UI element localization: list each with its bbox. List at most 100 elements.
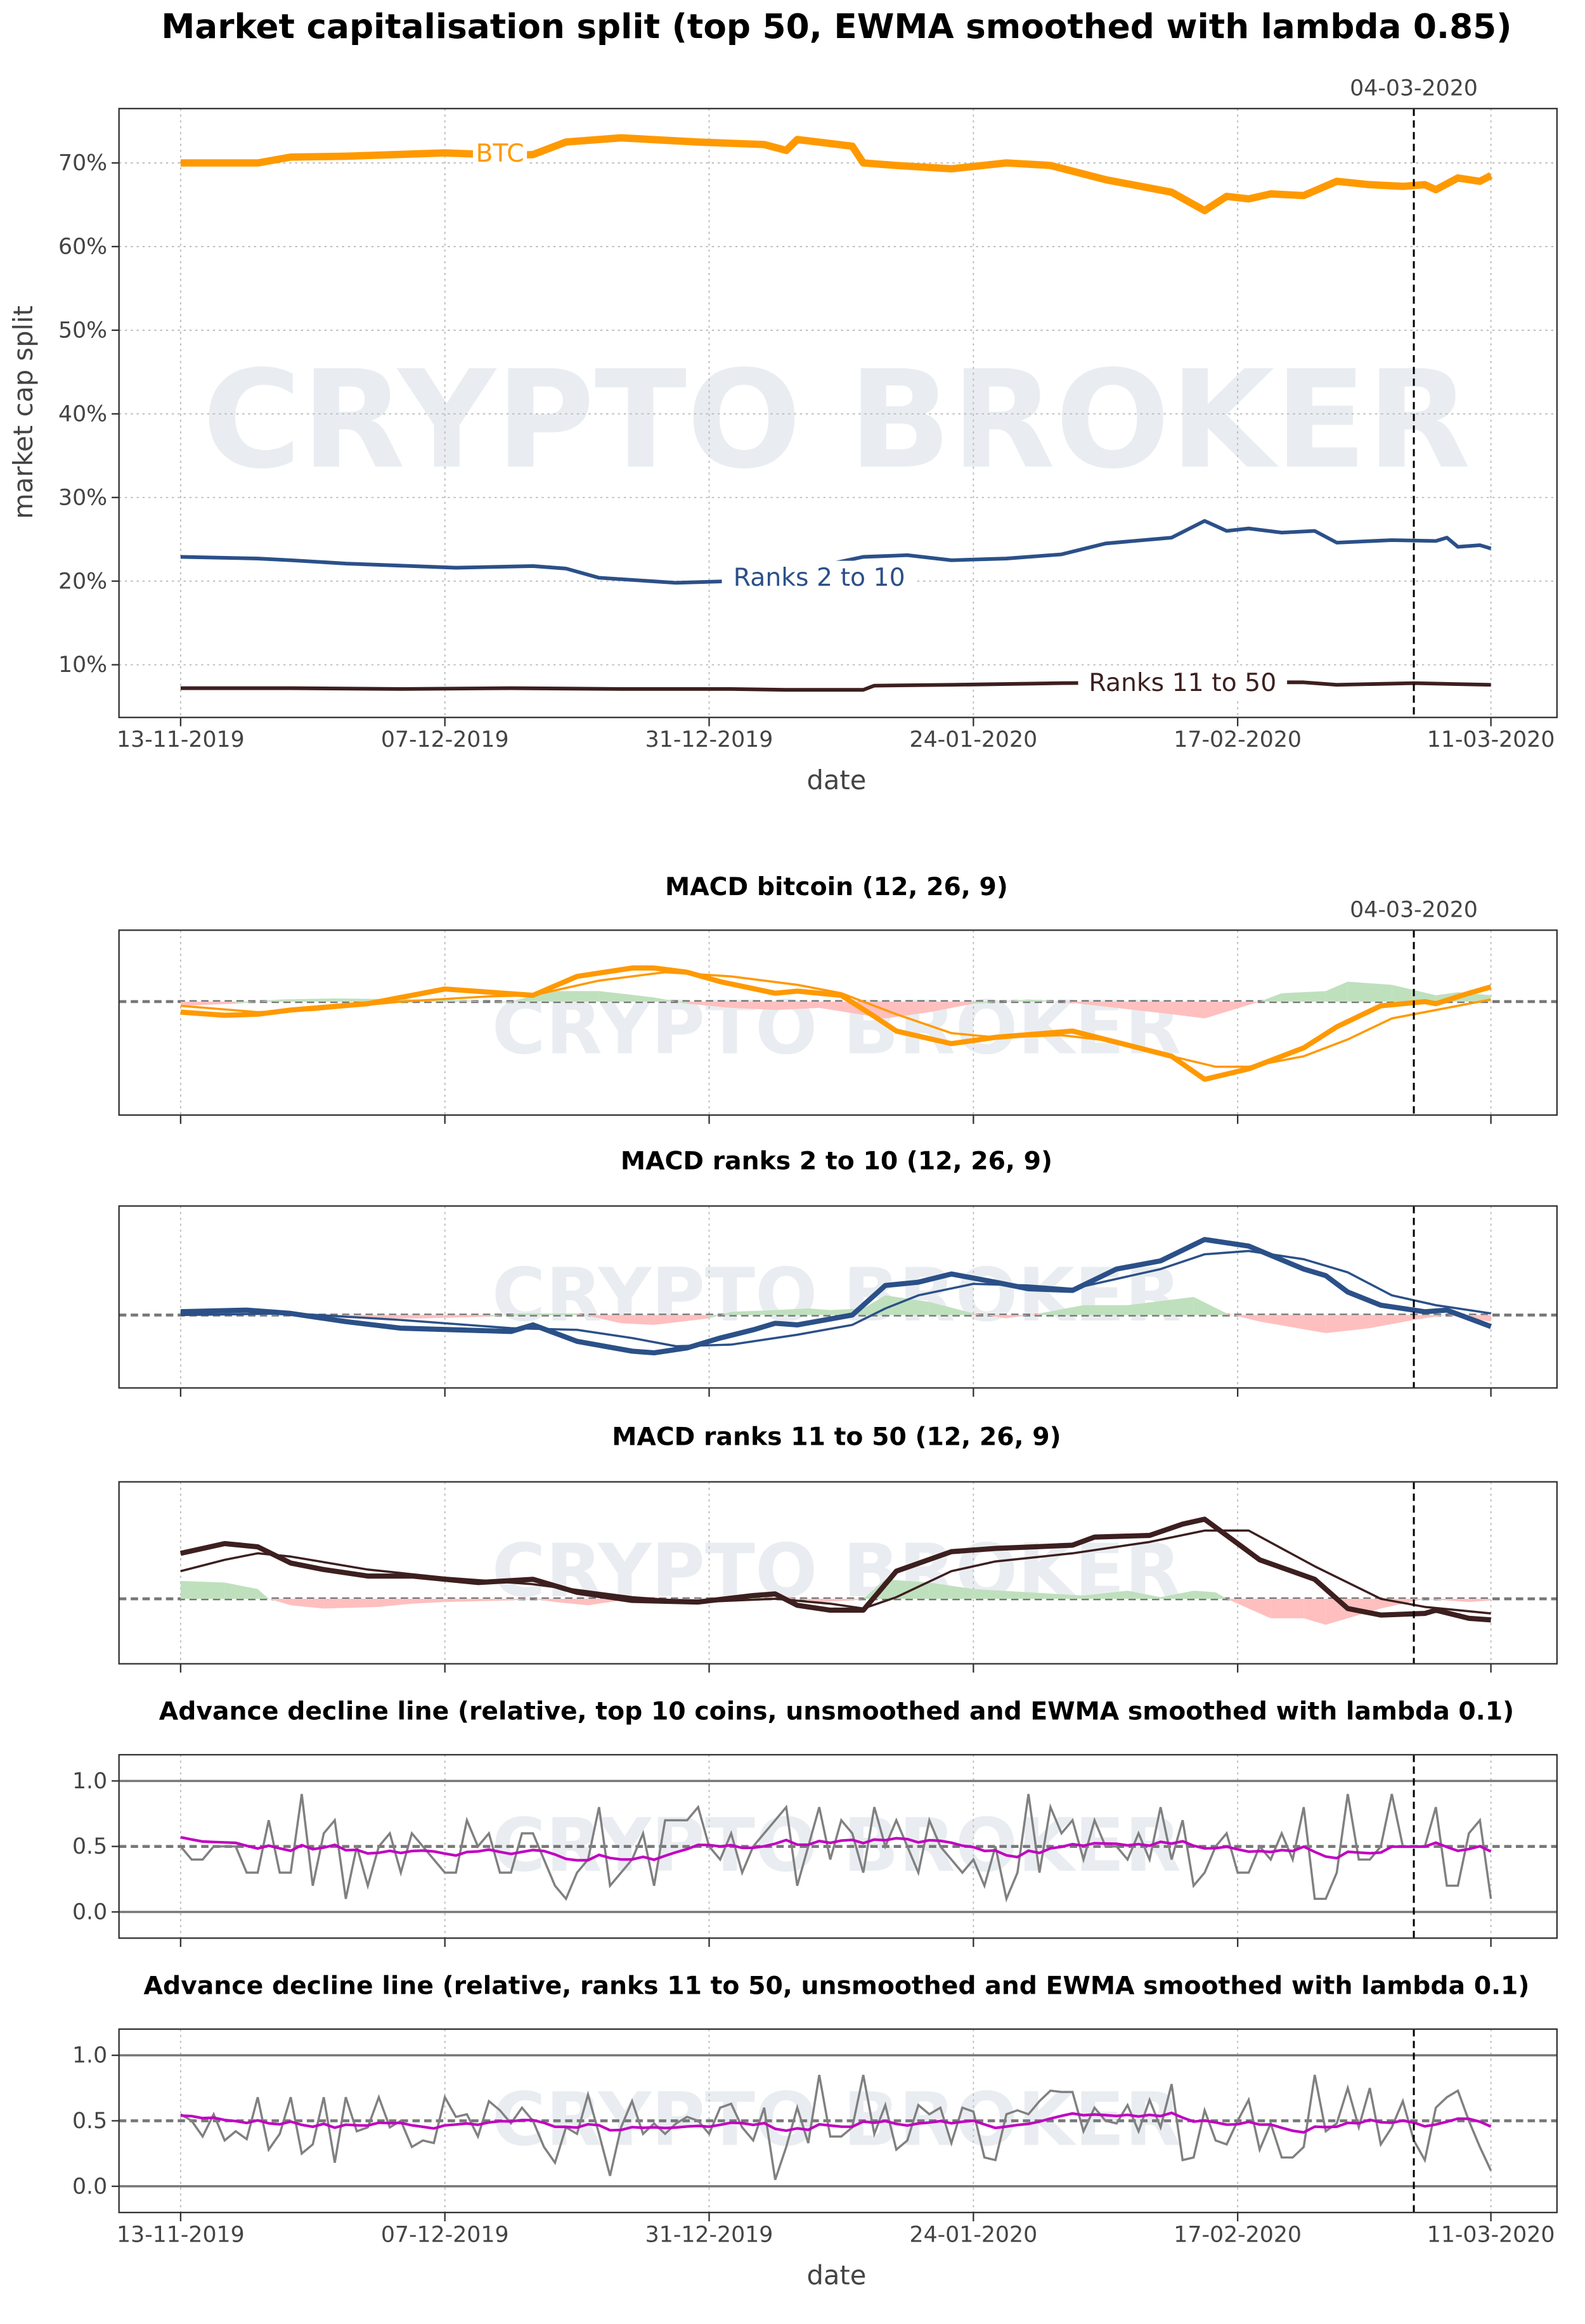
histogram-segment [280, 998, 335, 1002]
histogram-segment [885, 1579, 929, 1599]
histogram-segment [929, 1301, 974, 1315]
y-tick-label: 30% [58, 485, 107, 510]
histogram-segment [1084, 1591, 1128, 1599]
panel-title: MACD ranks 2 to 10 (12, 26, 9) [621, 1147, 1052, 1176]
date-marker-label: 04-03-2020 [1350, 897, 1478, 922]
histogram-segment [1171, 1001, 1205, 1019]
histogram-segment [588, 1599, 621, 1606]
x-tick-label: 07-12-2019 [381, 2222, 509, 2247]
series-line-ranks-11-to-50 [180, 680, 1491, 692]
histogram-segment [378, 1599, 412, 1607]
plot-frame [118, 2028, 1558, 2214]
y-axis-label: market cap split [8, 306, 39, 519]
y-tick-label: 20% [58, 569, 107, 594]
y-tick-label: 50% [58, 318, 107, 343]
histogram-segment [323, 1599, 379, 1609]
histogram-segment [1160, 1591, 1194, 1599]
series-label: Ranks 2 to 10 [734, 563, 905, 592]
histogram-segment [929, 1001, 974, 1012]
ewma-advance-decline-line [180, 1836, 1492, 1862]
y-tick-label: 0.0 [72, 2174, 107, 2199]
ewma-advance-decline-line [180, 2111, 1492, 2134]
histogram-segment [1414, 1315, 1447, 1320]
panel-title: Advance decline line (relative, ranks 11… [144, 1971, 1530, 2000]
series-line-ranks-2-to-10 [180, 519, 1492, 585]
histogram-segment [1084, 1305, 1128, 1315]
series-line-signal [180, 1529, 1491, 1615]
x-tick-label: 17-02-2020 [1174, 727, 1302, 752]
x-tick-label: 13-11-2019 [117, 727, 245, 752]
histogram-segment [1215, 1592, 1227, 1599]
histogram-segment [1248, 1599, 1271, 1618]
histogram-segment [1281, 991, 1326, 1002]
histogram-segment [1425, 1599, 1469, 1603]
panel-title: MACD bitcoin (12, 26, 9) [665, 872, 1008, 901]
y-tick-label: 0.0 [72, 1900, 107, 1925]
histogram-segment [1193, 1591, 1216, 1599]
histogram-segment [224, 1582, 258, 1599]
histogram-segment [885, 1295, 929, 1315]
panel-3: MACD ranks 11 to 50 (12, 26, 9)CRYPTO BR… [118, 1423, 1558, 1673]
histogram-segment [786, 1597, 820, 1603]
histogram-segment [1468, 1599, 1491, 1603]
histogram-segment [235, 999, 280, 1004]
histogram-segment [852, 1599, 864, 1601]
histogram-segment [467, 1000, 511, 1003]
histogram-segment [1259, 1315, 1326, 1333]
x-tick-label: 24-01-2020 [909, 2222, 1037, 2247]
histogram-segment [598, 991, 654, 1002]
histogram-segment [180, 1580, 225, 1599]
series-label-background [721, 560, 917, 593]
series-line-btc [180, 134, 1493, 215]
watermark: CRYPTO BROKER [492, 1253, 1181, 1338]
histogram-segment [411, 1599, 445, 1604]
histogram-segment [1193, 1296, 1227, 1315]
histogram-segment [544, 991, 599, 1002]
histogram-segment [290, 1599, 324, 1609]
panel-title: Advance decline line (relative, top 10 c… [159, 1696, 1514, 1726]
x-tick-label: 07-12-2019 [381, 727, 509, 752]
plot-frame [118, 1205, 1558, 1389]
histogram-segment [1028, 1592, 1084, 1599]
y-tick-label: 0.5 [72, 1834, 107, 1859]
x-tick-label: 13-11-2019 [117, 2222, 245, 2247]
y-tick-label: 1.0 [72, 1769, 107, 1794]
series-label: BTC [476, 139, 524, 168]
histogram-segment [1006, 1313, 1040, 1319]
y-tick-label: 40% [58, 401, 107, 427]
series-label-background [1078, 666, 1288, 699]
histogram-segment [1326, 1315, 1370, 1333]
x-axis-label: date [806, 765, 866, 796]
histogram-segment [709, 1312, 732, 1319]
histogram-segment [1061, 1001, 1117, 1008]
series-line-signal [180, 1249, 1491, 1348]
panel-5: Advance decline line (relative, ranks 11… [72, 1971, 1558, 2291]
y-tick-label: 1.0 [72, 2043, 107, 2069]
panel-2: MACD ranks 2 to 10 (12, 26, 9) CRYPTO BRO… [118, 1147, 1558, 1397]
x-tick-label: 24-01-2020 [909, 727, 1037, 752]
histogram-segment [973, 1313, 1007, 1319]
histogram-segment [522, 1313, 578, 1315]
series-line-macd [180, 965, 1492, 1082]
series-label: Ranks 11 to 50 [1089, 668, 1276, 697]
histogram-segment [654, 1315, 709, 1325]
series-line-macd [180, 1516, 1491, 1623]
histogram-segment [731, 1001, 775, 1010]
histogram-segment [1116, 1001, 1172, 1014]
histogram-segment [687, 1001, 732, 1008]
histogram-segment [731, 1310, 775, 1315]
histogram-segment [489, 1313, 522, 1317]
series-line-signal [180, 971, 1491, 1068]
y-tick-label: 70% [58, 151, 107, 176]
histogram-segment [819, 1599, 853, 1603]
histogram-segment [444, 1599, 511, 1603]
watermark: CRYPTO BROKER [202, 342, 1471, 499]
histogram-segment [775, 1308, 808, 1315]
histogram-segment [180, 1001, 236, 1006]
histogram-segment [654, 997, 687, 1004]
histogram-segment [1039, 1305, 1084, 1315]
histogram-segment [1226, 1313, 1260, 1322]
histogram-segment [1271, 1599, 1304, 1618]
histogram-segment [510, 1599, 533, 1601]
